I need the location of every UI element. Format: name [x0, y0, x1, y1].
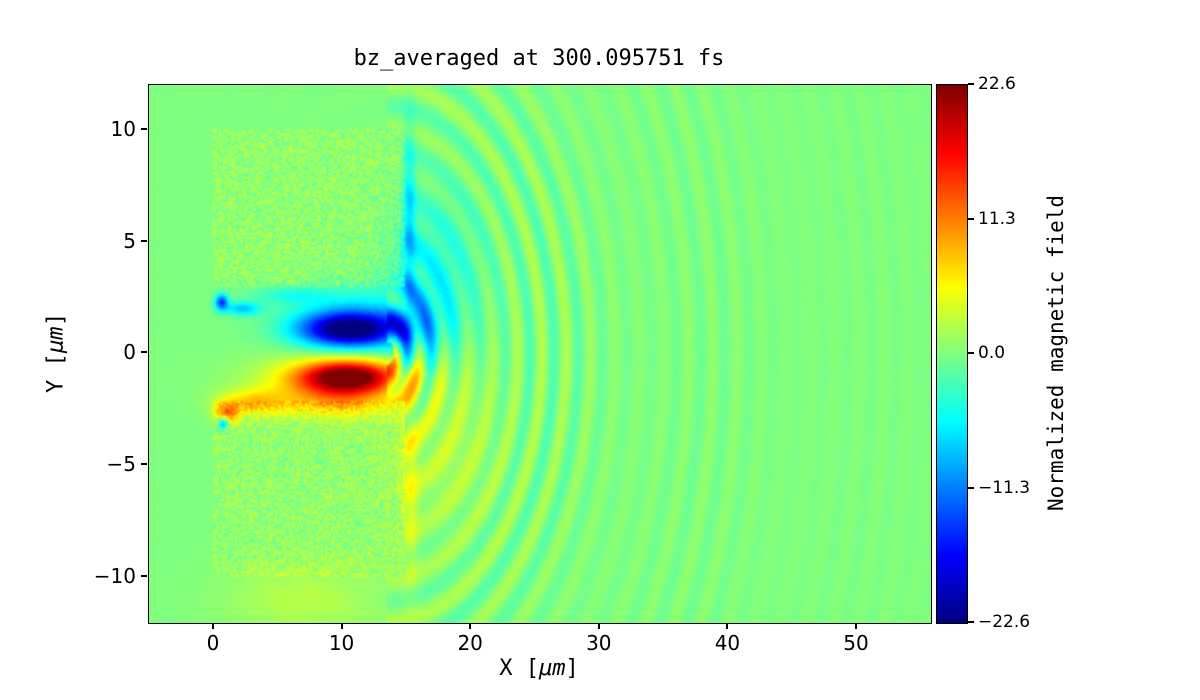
- y-tick-label: 10: [110, 116, 136, 141]
- y-tick-label: −10: [93, 564, 136, 589]
- x-tick-mark: [340, 623, 343, 629]
- x-tick-label: 30: [586, 631, 612, 655]
- x-tick-label: 20: [457, 631, 483, 655]
- colorbar-tick-mark: [968, 352, 974, 354]
- colorbar-tick-label: −11.3: [978, 477, 1031, 498]
- y-tick-mark: [141, 239, 147, 242]
- y-tick-label: 5: [123, 228, 136, 253]
- y-tick-label: −5: [106, 452, 136, 477]
- x-tick-mark: [726, 623, 729, 629]
- colorbar-tick-label: 11.3: [978, 208, 1016, 229]
- y-tick-mark: [141, 463, 147, 466]
- colorbar-tick-label: 22.6: [978, 74, 1016, 94]
- colorbar-tick-mark: [968, 621, 974, 623]
- colorbar-tick-label: 0.0: [978, 343, 1006, 363]
- colorbar-tick-mark: [968, 83, 974, 85]
- x-tick-mark: [211, 623, 214, 629]
- y-tick-label: 0: [123, 340, 136, 365]
- x-tick-label: 0: [206, 631, 220, 655]
- x-tick-mark: [855, 623, 858, 629]
- x-tick-label: 50: [843, 631, 869, 655]
- x-tick-label: 10: [328, 631, 355, 655]
- x-tick-label: 40: [714, 631, 741, 655]
- x-tick-mark: [469, 623, 472, 629]
- plot-title: bz_averaged at 300.095751 fs: [353, 46, 725, 71]
- y-tick-mark: [141, 351, 147, 354]
- colorbar-tick-mark: [968, 217, 974, 220]
- y-tick-mark: [141, 127, 147, 130]
- x-axis-label: X [μm]: [499, 656, 579, 681]
- y-tick-mark: [141, 575, 147, 578]
- colorbar-canvas: [936, 84, 968, 624]
- x-tick-mark: [597, 623, 600, 629]
- colorbar-tick-label: −22.6: [978, 612, 1031, 632]
- colorbar-label: Normalized magnetic field: [1044, 194, 1068, 512]
- colorbar-tick-mark: [968, 486, 974, 489]
- heatmap-canvas: [148, 84, 932, 624]
